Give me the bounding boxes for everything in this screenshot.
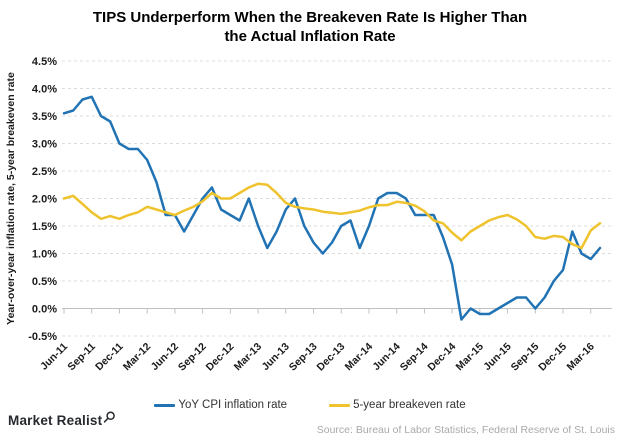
- legend-item-breakeven: 5-year breakeven rate: [329, 399, 466, 411]
- svg-text:Jun-11: Jun-11: [38, 341, 70, 373]
- svg-text:Sep-12: Sep-12: [176, 341, 209, 374]
- x-axis-tick-label: Mar-16: [564, 341, 597, 374]
- x-axis-tick-label: Sep-14: [398, 341, 431, 374]
- x-axis-tick-label: Mar-12: [121, 341, 154, 374]
- brand-logo: Market Realist: [8, 411, 116, 428]
- chart-title: TIPS Underperform When the Breakeven Rat…: [0, 8, 620, 46]
- x-axis-tick-label: Sep-15: [509, 341, 542, 374]
- y-axis-tick-label: 0.0%: [32, 304, 57, 316]
- svg-text:Dec-11: Dec-11: [93, 341, 126, 374]
- x-axis-tick-label: Jun-12: [149, 341, 182, 374]
- svg-text:Jun-15: Jun-15: [481, 341, 514, 374]
- x-axis-tick-label: Sep-12: [176, 341, 209, 374]
- chart-title-line1: TIPS Underperform When the Breakeven Rat…: [92, 9, 528, 26]
- svg-text:Sep-14: Sep-14: [398, 341, 431, 374]
- legend-marker-cpi: [154, 403, 176, 407]
- y-axis-tick-label: 3.0%: [32, 139, 57, 151]
- source-text: Source: Bureau of Labor Statistics, Fede…: [316, 424, 615, 436]
- y-axis-tick-label: 2.5%: [32, 166, 57, 178]
- x-axis-tick-label: Jun-15: [481, 341, 514, 374]
- svg-text:Dec-13: Dec-13: [315, 341, 348, 374]
- y-axis-tick-label: 1.0%: [32, 249, 57, 261]
- y-axis-tick-label: 4.0%: [32, 84, 57, 96]
- svg-text:Jun-14: Jun-14: [370, 341, 403, 374]
- svg-text:Sep-13: Sep-13: [287, 341, 320, 374]
- svg-text:Jun-13: Jun-13: [259, 341, 292, 374]
- svg-text:Mar-16: Mar-16: [564, 341, 597, 374]
- svg-text:Jun-12: Jun-12: [149, 341, 182, 374]
- legend-label-breakeven: 5-year breakeven rate: [353, 399, 466, 411]
- x-axis-tick-label: Dec-11: [93, 341, 126, 374]
- x-axis-tick-label: Dec-14: [425, 341, 458, 374]
- legend-marker-breakeven: [329, 403, 351, 407]
- y-axis-tick-label: 4.5%: [32, 56, 57, 68]
- svg-text:Sep-11: Sep-11: [65, 341, 98, 374]
- svg-text:Dec-12: Dec-12: [204, 341, 237, 374]
- legend: YoY CPI inflation rate 5-year breakeven …: [0, 399, 620, 411]
- y-axis-tick-label: 3.5%: [32, 111, 57, 123]
- svg-text:Mar-15: Mar-15: [454, 341, 487, 374]
- x-axis-tick-label: Mar-13: [232, 341, 265, 374]
- y-axis-tick-label: -0.5%: [28, 331, 57, 343]
- x-axis-tick-label: Mar-15: [454, 341, 487, 374]
- legend-label-cpi: YoY CPI inflation rate: [178, 399, 288, 411]
- svg-text:Mar-14: Mar-14: [343, 341, 376, 374]
- svg-text:Sep-15: Sep-15: [509, 341, 542, 374]
- breakeven-line-series: [62, 182, 602, 250]
- x-axis-tick-label: Jun-11: [38, 341, 70, 373]
- x-axis-tick-label: Sep-11: [65, 341, 98, 374]
- x-axis-tick-label: Mar-14: [343, 341, 376, 374]
- svg-text:Dec-15: Dec-15: [536, 341, 569, 374]
- y-axis-tick-label: 2.0%: [32, 194, 57, 206]
- brand-text: Market Realist: [8, 413, 103, 428]
- svg-text:Mar-12: Mar-12: [121, 341, 154, 374]
- y-axis-title: Year-over-year inflation rate, 5-year br…: [5, 72, 17, 325]
- legend-item-cpi: YoY CPI inflation rate: [154, 399, 287, 411]
- magnifier-icon: [104, 411, 116, 423]
- y-axis-tick-label: 0.5%: [32, 276, 57, 288]
- chart-title-line2: the Actual Inflation Rate: [224, 28, 396, 45]
- x-axis-tick-label: Jun-13: [259, 341, 292, 374]
- svg-text:Dec-14: Dec-14: [425, 341, 458, 374]
- x-axis-tick-label: Dec-12: [204, 341, 237, 374]
- svg-text:Mar-13: Mar-13: [232, 341, 265, 374]
- x-axis-tick-label: Dec-13: [315, 341, 348, 374]
- x-axis-tick-label: Dec-15: [536, 341, 569, 374]
- cpi-line-series: [62, 95, 602, 321]
- y-axis-tick-label: 1.5%: [32, 221, 57, 233]
- x-axis-tick-label: Sep-13: [287, 341, 320, 374]
- x-axis-tick-label: Jun-14: [370, 341, 403, 374]
